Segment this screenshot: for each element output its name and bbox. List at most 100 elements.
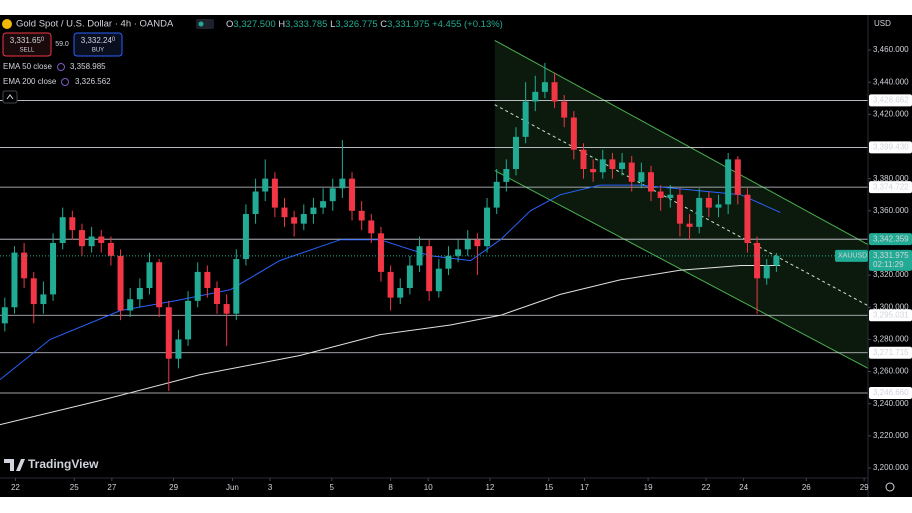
candle-body [561,101,568,118]
candle-body [464,239,471,250]
candle-body [368,220,375,234]
collapse-icon [6,94,14,100]
candle-body [474,239,481,247]
status-icon[interactable] [196,19,214,29]
candle-body [397,287,404,298]
level-label-box [869,309,912,322]
candle-body [377,233,384,272]
candle-body [233,259,240,314]
symbol-label: XAUUSD [838,253,867,260]
candle-body [648,172,654,192]
candle-body [262,178,269,192]
brand-logo [4,459,25,471]
candle-body [50,242,57,295]
x-tick-label: 5 [330,483,335,492]
candle-body [252,191,259,215]
candle-body [580,149,587,170]
candle-body [127,299,134,311]
candle-body [445,255,452,269]
ema-legend-value: 3,326.562 [75,77,111,86]
candle-body [40,294,47,305]
ohlc-key: L [330,19,335,30]
level-label: 3,271.715 [873,348,909,357]
candle-body [146,262,153,288]
sell-label: SELL [20,48,35,54]
buy-price-sup: 0 [112,37,116,43]
level-label: 3,428.662 [873,96,909,105]
buy-price: 3,332.240 [81,36,116,45]
candle-body [320,201,327,208]
candle-body [165,307,172,359]
candle-body [570,117,577,150]
candle-body [503,169,510,182]
x-tick-label: 8 [388,483,393,492]
candle-body [715,204,722,208]
candle-body [59,217,66,243]
candle-body [676,194,683,224]
candle-body [271,178,278,208]
status-dot [198,21,204,27]
ohlc-key: O [226,19,233,30]
x-tick-label: 26 [802,483,811,492]
y-tick-label: 3,200.000 [873,463,909,472]
candle-body [426,246,433,292]
collapse-button[interactable] [2,90,18,104]
x-tick-label: 15 [544,483,553,492]
candle-body [541,82,548,92]
ema-legend-icon[interactable] [57,63,65,71]
last-price-box [869,249,912,271]
y-tick-label: 3,300.000 [873,302,909,311]
candle-body [204,271,211,288]
candle-body [185,300,192,340]
last-price-label: 3,331.975 [873,251,909,260]
settings-icon[interactable] [885,482,895,492]
candle-body [214,287,220,305]
ema-legend-icon[interactable] [61,78,69,86]
spread: 59.0 [55,41,69,48]
channel-upper [494,39,869,246]
buy-button[interactable] [73,32,123,57]
candle-body [194,271,201,301]
candle-body [638,172,645,182]
ohlc-key: H [278,19,285,30]
candle-body [406,265,413,288]
candle-body [291,217,298,224]
buy-price-main: 3,332.24 [81,36,113,45]
candle-body [435,268,442,292]
y-tick-label: 3,280.000 [873,335,909,344]
sell-price-sup: 0 [41,37,45,43]
level-label-box [869,94,912,107]
currency-label: USD [874,19,891,28]
x-tick-label: 22 [11,483,20,492]
candle-body [175,339,182,359]
candle-body [590,169,597,173]
candle-body [69,217,76,231]
x-tick-label: 17 [580,483,589,492]
y-tick-label: 3,460.000 [873,45,909,54]
candle-body [156,262,163,308]
candle-body [310,207,317,215]
candle-body [300,214,307,224]
sell-button[interactable] [2,32,52,57]
candle-body [30,278,37,305]
candle-body [686,223,693,227]
candle-body [599,159,606,173]
ema-legend-name: EMA 50 close [3,62,52,71]
candle-body [484,207,491,247]
candle-body [1,307,8,324]
candle-body [551,82,558,102]
x-tick-label: 29 [169,483,178,492]
candle-body [387,271,394,298]
symbol-icon [2,19,12,29]
level-label-box [869,387,912,400]
y-tick-label: 3,240.000 [873,399,909,408]
candle-body [223,304,230,314]
countdown-label: 02:11:29 [873,260,904,269]
candle-body [493,181,500,208]
candle-body [21,252,28,279]
candle-body [281,207,288,218]
x-tick-label: 29 [860,483,869,492]
plot-area [0,39,869,426]
